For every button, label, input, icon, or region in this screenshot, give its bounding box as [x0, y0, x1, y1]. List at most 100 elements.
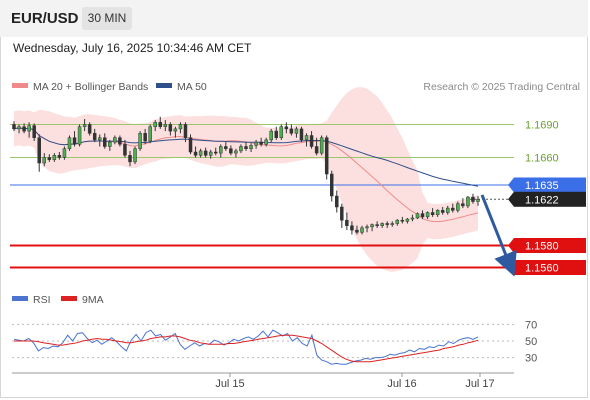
- candle-body: [173, 128, 178, 132]
- candle: [410, 214, 415, 222]
- last-price-badge: [514, 191, 586, 207]
- candle: [17, 124, 21, 134]
- candle: [82, 119, 87, 132]
- candle: [37, 134, 41, 172]
- candle: [249, 143, 253, 152]
- candle-body: [259, 141, 263, 145]
- candle-body: [67, 137, 72, 149]
- support-badge: [514, 260, 586, 275]
- candle-body: [355, 229, 359, 233]
- candle-body: [309, 135, 314, 147]
- candle: [244, 142, 248, 151]
- candle: [435, 209, 440, 217]
- candle: [42, 153, 47, 167]
- rsi-tick-label: 30: [525, 353, 537, 365]
- candle: [304, 133, 309, 147]
- candle: [62, 146, 67, 160]
- candle: [269, 128, 273, 143]
- candle: [158, 116, 163, 129]
- resistance-label: 1.1660: [525, 153, 559, 165]
- candle: [22, 123, 26, 134]
- timeframe-button[interactable]: 30 MIN: [82, 7, 132, 30]
- candle-body: [62, 148, 67, 158]
- support-label: 1.1560: [525, 263, 559, 275]
- candle-body: [37, 137, 41, 164]
- candle-body: [128, 155, 132, 163]
- candle: [335, 190, 339, 213]
- candle-body: [289, 128, 294, 134]
- candle: [178, 122, 183, 134]
- candle: [234, 148, 238, 158]
- candle-body: [239, 146, 243, 152]
- candle-body: [153, 122, 157, 127]
- badge-pointer: [508, 191, 514, 207]
- candle: [198, 148, 203, 158]
- candle-body: [370, 224, 374, 228]
- candle-body: [47, 157, 52, 160]
- last-price-label: 1.1622: [525, 194, 559, 206]
- candle-body: [380, 223, 384, 226]
- candle: [224, 142, 228, 151]
- candle-body: [314, 146, 319, 154]
- candle: [355, 225, 359, 235]
- candle-body: [264, 139, 268, 145]
- candle-body: [168, 124, 173, 132]
- candle-body: [82, 124, 87, 127]
- candle-body: [269, 130, 273, 141]
- candle-body: [324, 137, 329, 175]
- candle: [314, 137, 319, 156]
- candle: [340, 203, 344, 228]
- candle: [274, 126, 279, 140]
- candle-body: [385, 223, 389, 225]
- candle-body: [274, 130, 279, 138]
- rsi-legend-label: RSI: [33, 294, 51, 306]
- rsi-ma-line: [14, 334, 479, 363]
- candle: [57, 152, 62, 160]
- candle-body: [27, 125, 31, 132]
- candle-body: [234, 150, 238, 154]
- rsi-legend-swatch: [12, 296, 28, 301]
- candle: [319, 135, 324, 156]
- candle-body: [229, 148, 233, 154]
- x-tick-label: Jul 15: [215, 378, 244, 390]
- candle: [415, 212, 420, 220]
- candle: [440, 207, 445, 215]
- bollinger-band: [14, 87, 478, 272]
- candle: [183, 122, 188, 143]
- candle: [203, 147, 208, 158]
- x-tick-label: Jul 16: [387, 378, 416, 390]
- candle: [284, 122, 289, 134]
- candle-body: [193, 151, 198, 156]
- candle-body: [254, 141, 258, 146]
- candle-body: [476, 199, 480, 202]
- candle: [153, 120, 157, 132]
- candle: [193, 146, 198, 158]
- candle: [445, 205, 450, 215]
- candle-body: [471, 196, 475, 202]
- candle: [213, 147, 218, 156]
- x-axis: Jul 15 Jul 16 Jul 17: [215, 373, 495, 390]
- candle: [143, 128, 147, 145]
- candle-body: [42, 157, 47, 164]
- candle: [289, 124, 294, 136]
- candle-body: [32, 125, 36, 138]
- pivot-badge: [514, 177, 586, 193]
- candle: [52, 153, 57, 162]
- candle-body: [445, 207, 450, 213]
- candle-body: [87, 124, 92, 134]
- candle-body: [77, 126, 82, 145]
- candle-body: [425, 212, 430, 218]
- candle-body: [113, 137, 117, 143]
- candle-body: [97, 137, 102, 141]
- candle: [461, 198, 465, 209]
- candle-body: [52, 155, 57, 160]
- candle: [97, 134, 102, 147]
- candle: [188, 134, 193, 155]
- candle-body: [17, 126, 21, 130]
- candle: [87, 122, 92, 136]
- candle: [405, 218, 410, 224]
- candle-body: [360, 227, 364, 233]
- credit-label: Research © 2025 Trading Central: [423, 81, 580, 93]
- ma9-legend-swatch: [61, 296, 77, 301]
- candle-body: [133, 148, 137, 163]
